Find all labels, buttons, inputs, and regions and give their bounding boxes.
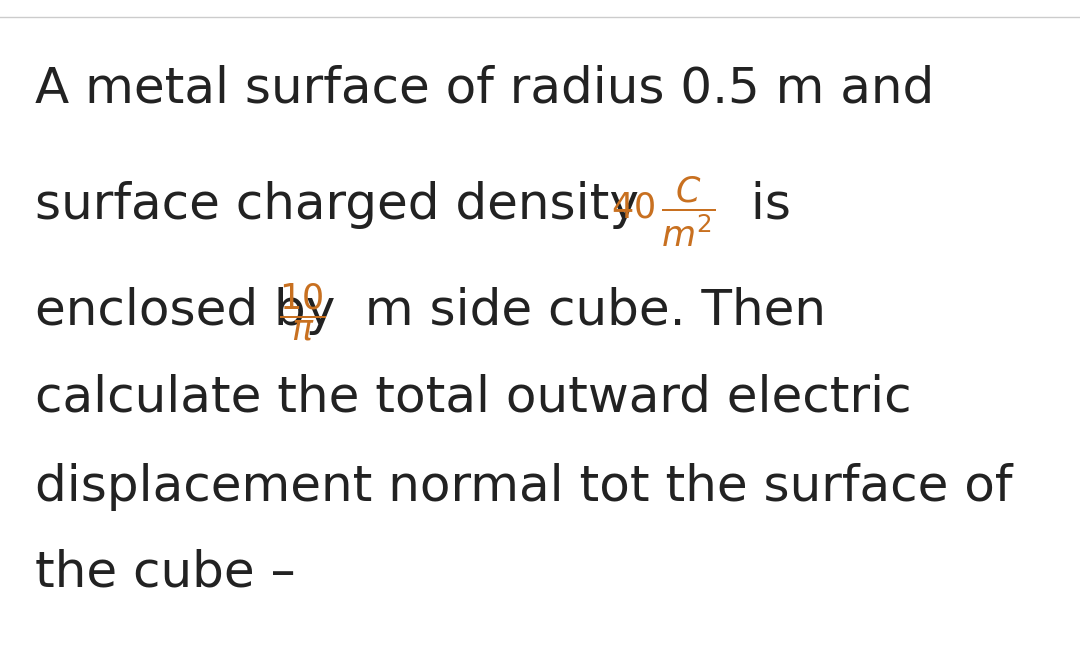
- Text: calculate the total outward electric: calculate the total outward electric: [35, 373, 912, 421]
- Text: $\mathit{40\,\dfrac{C}{m^2}}$: $\mathit{40\,\dfrac{C}{m^2}}$: [611, 174, 716, 249]
- Text: m side cube. Then: m side cube. Then: [349, 287, 826, 335]
- Text: is: is: [735, 181, 792, 229]
- Text: displacement normal tot the surface of: displacement normal tot the surface of: [35, 463, 1012, 511]
- Text: A metal surface of radius 0.5 m and: A metal surface of radius 0.5 m and: [35, 65, 934, 113]
- Text: surface charged density: surface charged density: [35, 181, 654, 229]
- Text: the cube –: the cube –: [35, 549, 295, 597]
- Text: $\mathit{\dfrac{10}{\pi}}$: $\mathit{\dfrac{10}{\pi}}$: [279, 281, 325, 343]
- Text: enclosed by: enclosed by: [35, 287, 351, 335]
